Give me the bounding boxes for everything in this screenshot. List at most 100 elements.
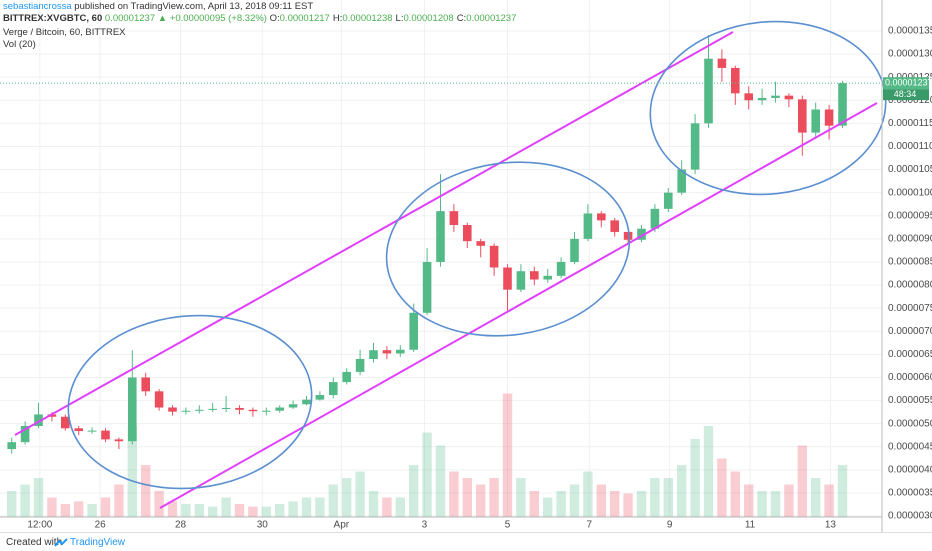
volume-bar xyxy=(248,506,258,517)
volume-legend: Vol (20) xyxy=(3,39,36,50)
brand[interactable]: TradingView xyxy=(70,537,126,548)
volume-bar xyxy=(409,465,419,517)
volume-bar xyxy=(221,497,231,517)
ohlc-value: 0.00001237 xyxy=(466,13,517,24)
symbol-line: BITTREX:XVGBTC, 60 0.00001237 ▲ +0.00000… xyxy=(3,13,519,24)
volume-bar xyxy=(100,497,111,517)
candle-body xyxy=(610,220,619,232)
candle-body xyxy=(355,358,365,372)
volume-bar xyxy=(717,458,727,517)
candle-body xyxy=(61,416,70,429)
y-tick-label: 0.00000350 xyxy=(888,488,932,499)
volume-bar xyxy=(703,426,714,517)
volume-bar xyxy=(516,478,526,517)
candle-body xyxy=(690,123,700,170)
candle-body xyxy=(771,95,780,98)
circle-annotation xyxy=(385,161,631,337)
volume-bar xyxy=(837,465,848,517)
x-tick-label: 7 xyxy=(586,520,592,531)
candle-layer xyxy=(7,35,847,454)
candle-body xyxy=(195,409,204,411)
y-tick-label: 0.00001200 xyxy=(888,95,932,106)
volume-bar xyxy=(610,491,620,517)
created-with: Created with xyxy=(6,537,63,548)
y-tick-label: 0.00000850 xyxy=(888,257,932,268)
candle-body xyxy=(570,238,579,262)
candle-body xyxy=(664,192,673,209)
countdown: 48:34 xyxy=(894,89,917,99)
x-tick-label: 13 xyxy=(825,520,837,531)
candle-body xyxy=(530,271,539,280)
volume-bar xyxy=(368,491,379,517)
candle-body xyxy=(396,349,405,354)
countdown-box xyxy=(883,89,929,101)
candle-body xyxy=(342,371,351,383)
volume-bar xyxy=(328,484,338,517)
last: 0.00001237 xyxy=(104,13,156,24)
volume-bar xyxy=(60,504,70,517)
volume-bar xyxy=(422,432,432,517)
volume-bar xyxy=(342,478,352,517)
volume-bar xyxy=(355,471,365,517)
volume-bar xyxy=(127,426,137,517)
candle-body xyxy=(329,382,338,396)
candle-body xyxy=(114,439,124,442)
volume-bar xyxy=(784,484,794,517)
y-tick-label: 0.00001050 xyxy=(888,164,932,175)
ohlc-value: 0.00001217 xyxy=(279,13,330,24)
y-tick-label: 0.00000400 xyxy=(888,465,932,476)
x-tick-label: 11 xyxy=(745,520,756,531)
volume-bar xyxy=(489,478,499,517)
candle-body xyxy=(489,245,499,268)
y-tick-label: 0.00000950 xyxy=(888,210,932,221)
volume-bar xyxy=(677,465,687,517)
volume-bar xyxy=(154,491,164,517)
volume-bar xyxy=(114,484,124,517)
volume-bar xyxy=(7,491,17,517)
legend: Verge / Bitcoin, 60, BITTREX xyxy=(3,27,126,38)
y-tick-label: 0.00000800 xyxy=(888,280,932,291)
publish-info: published on TradingView.com, April 13, … xyxy=(71,1,314,12)
y-tick-label: 0.00000700 xyxy=(888,326,932,337)
candle-body xyxy=(34,414,43,426)
candle-body xyxy=(798,99,807,133)
volume-bar xyxy=(20,484,30,517)
volume-bar xyxy=(797,445,807,517)
candle-body xyxy=(128,377,137,442)
candle-body xyxy=(824,109,834,126)
candle-body xyxy=(47,414,57,417)
volume-bar xyxy=(435,445,446,517)
candle-body xyxy=(168,407,177,412)
volume-bar xyxy=(529,491,539,517)
volume-layer xyxy=(7,393,848,517)
ohlc-label: O: xyxy=(269,13,280,24)
candle-body xyxy=(476,241,485,246)
candle-body xyxy=(744,93,753,101)
author[interactable]: sebastiancrossa xyxy=(3,1,72,12)
y-tick-label: 0.00000500 xyxy=(888,418,932,429)
x-tick-label: 9 xyxy=(667,520,673,531)
symbol: BITTREX:XVGBTC, 60 xyxy=(3,13,103,24)
footer: Created with TradingView xyxy=(0,532,932,551)
ohlc-label: L: xyxy=(395,13,404,24)
volume-bar xyxy=(288,501,298,517)
candle-body xyxy=(838,83,847,126)
volume-bar xyxy=(596,484,606,517)
candle-body xyxy=(302,399,311,405)
candle-body xyxy=(556,261,566,276)
volume-bar xyxy=(636,491,647,517)
circle-annotation xyxy=(67,314,313,490)
candle-body xyxy=(637,228,646,240)
volume-bar xyxy=(33,478,44,517)
candle-body xyxy=(731,67,740,94)
y-tick-label: 0.00000450 xyxy=(888,441,932,452)
x-tick-label: 3 xyxy=(422,520,428,531)
volume-bar xyxy=(181,504,191,517)
x-tick-label: Apr xyxy=(334,520,350,531)
volume-bar xyxy=(770,491,781,517)
candle-body xyxy=(583,213,593,239)
candle-body xyxy=(275,407,284,411)
candle-body xyxy=(208,408,217,410)
